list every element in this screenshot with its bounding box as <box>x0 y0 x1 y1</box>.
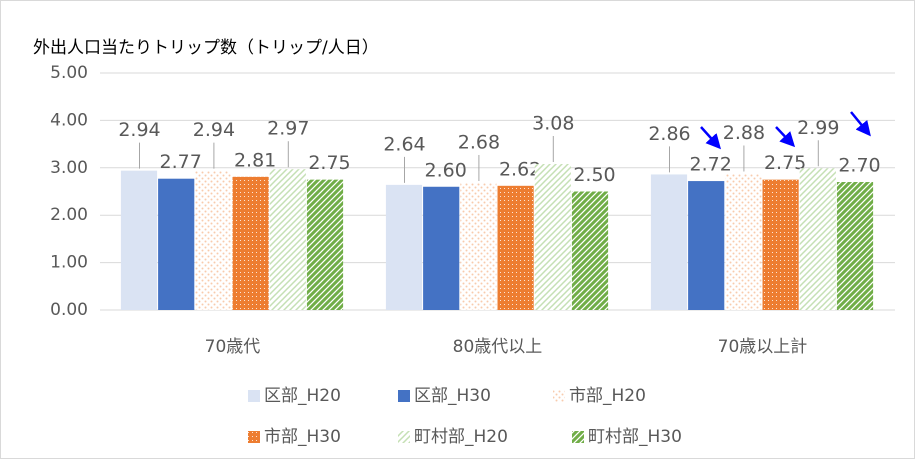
bar <box>306 179 344 310</box>
legend-swatch <box>248 390 260 402</box>
data-label: 2.94 <box>118 119 160 141</box>
arrow <box>700 126 722 150</box>
annotation-arrows <box>700 111 871 150</box>
data-label: 2.64 <box>383 133 425 155</box>
data-label: 2.88 <box>723 122 765 144</box>
bar <box>534 164 571 310</box>
data-label: 2.86 <box>648 123 690 145</box>
data-label: 2.99 <box>797 117 839 139</box>
bar <box>688 181 725 310</box>
bar <box>497 185 534 310</box>
data-label: 2.97 <box>267 118 309 140</box>
x-tick-label: 80歳代以上 <box>453 337 543 357</box>
legend-label: 町村部_H20 <box>414 427 508 447</box>
data-label: 2.70 <box>838 155 880 177</box>
legend-swatch <box>398 390 410 402</box>
bar <box>120 170 158 310</box>
data-label: 2.72 <box>690 154 732 176</box>
y-tick-label: 4.00 <box>50 110 88 130</box>
legend-label: 市部_H20 <box>569 386 646 406</box>
data-label: 2.62 <box>499 158 541 180</box>
bar <box>460 182 497 310</box>
legend-swatch <box>248 431 260 443</box>
data-label: 2.50 <box>573 164 615 186</box>
data-label: 2.94 <box>193 119 235 141</box>
legend-label: 区部_H30 <box>414 386 491 406</box>
y-tick-label: 3.00 <box>50 158 88 178</box>
legend-label: 市部_H30 <box>264 427 341 447</box>
data-label: 2.68 <box>458 131 500 153</box>
chart-title: 外出人口当たりトリップ数（トリップ/人日） <box>33 38 379 58</box>
y-tick-label: 5.00 <box>50 63 88 83</box>
legend-swatch <box>553 390 565 402</box>
arrow <box>850 111 871 137</box>
y-tick-label: 0.00 <box>50 300 88 320</box>
bar <box>423 186 460 310</box>
bar <box>650 174 688 310</box>
bar <box>762 179 799 310</box>
legend-label: 区部_H20 <box>264 386 341 406</box>
bar <box>799 168 836 310</box>
data-label: 3.08 <box>532 113 574 135</box>
data-label: 2.75 <box>308 152 350 174</box>
y-tick-label: 2.00 <box>50 205 88 225</box>
bar <box>725 173 762 310</box>
bar <box>571 191 609 310</box>
bar <box>232 176 269 310</box>
x-tick-label: 70歳代 <box>205 337 261 357</box>
data-label: 2.75 <box>764 152 806 174</box>
legend-label: 町村部_H30 <box>588 427 682 447</box>
legend-swatch <box>398 431 410 443</box>
legend-swatch <box>572 431 584 443</box>
bar <box>158 178 195 310</box>
data-label: 2.81 <box>234 149 276 171</box>
x-tick-label: 70歳以上計 <box>718 337 808 357</box>
data-label: 2.60 <box>425 159 467 181</box>
bar <box>269 169 306 310</box>
arrow <box>775 126 796 148</box>
y-tick-label: 1.00 <box>50 253 88 273</box>
data-label: 2.77 <box>160 151 202 173</box>
bar <box>195 170 232 310</box>
bar <box>385 184 423 310</box>
bar <box>836 182 874 310</box>
